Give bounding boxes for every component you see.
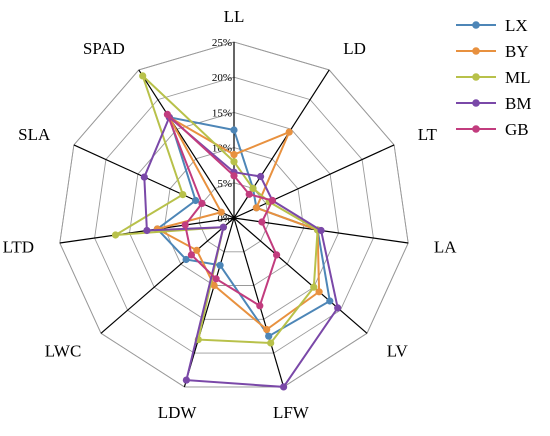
point-gb-sla — [198, 199, 206, 207]
radar-spokes — [59, 42, 409, 388]
point-gb-ll — [230, 172, 238, 180]
point-gb-ldw — [212, 275, 220, 283]
point-gb-lfw — [256, 302, 264, 310]
point-ml-ll — [230, 158, 238, 166]
point-lx-lv — [326, 297, 334, 305]
point-gb-lv — [273, 251, 281, 259]
radial-ticks: 0%5%10%15%20%25% — [212, 37, 232, 225]
point-bm-ltd — [143, 226, 151, 235]
legend-marker-gb — [472, 125, 480, 133]
point-gb-ltd — [181, 221, 189, 229]
series-line-bm — [143, 115, 339, 388]
point-by-lt — [252, 204, 260, 212]
legend-item-by: BY — [456, 42, 529, 61]
point-gb-spad — [163, 110, 171, 118]
spoke-spad — [138, 69, 235, 219]
legend: LX BY ML BM GB — [456, 16, 531, 139]
grid-ring-6 — [59, 41, 409, 388]
grid-ring-4 — [94, 76, 374, 354]
spoke-lt — [233, 144, 395, 219]
point-ml-sla — [179, 191, 187, 199]
grid-ring-3 — [129, 111, 339, 320]
point-bm-lwc — [219, 223, 227, 231]
point-by-lfw — [263, 325, 271, 334]
axis-label-ltd: LTD — [3, 238, 35, 257]
spoke-lwc — [100, 217, 235, 334]
point-lx-lwc — [182, 255, 190, 264]
legend-label-bm: BM — [505, 94, 531, 113]
series-line-gb — [166, 113, 278, 308]
point-gb-ld — [245, 190, 253, 198]
point-bm-ldw — [182, 376, 190, 384]
axis-label-la: LA — [434, 238, 457, 257]
legend-label-gb: GB — [505, 120, 529, 139]
point-ml-ld — [249, 184, 257, 192]
point-ml-spad — [139, 72, 147, 80]
legend-item-bm: BM — [456, 94, 531, 113]
axis-label-ll: LL — [224, 7, 245, 26]
legend-marker-bm — [472, 99, 480, 107]
point-by-ld — [285, 128, 293, 136]
point-ml-ltd — [111, 231, 120, 239]
point-gb-lwc — [187, 251, 195, 259]
point-bm-sla — [140, 173, 148, 181]
axis-label-spad: SPAD — [83, 39, 125, 58]
tick-label: 25% — [212, 37, 232, 49]
legend-item-gb: GB — [456, 120, 529, 139]
point-by-lwc — [193, 246, 201, 254]
axis-label-sla: SLA — [18, 125, 51, 144]
legend-item-ml: ML — [456, 68, 531, 87]
point-lx-lfw — [265, 332, 273, 340]
tick-label: 0% — [217, 213, 232, 225]
legend-marker-lx — [472, 21, 480, 29]
spoke-sla — [73, 144, 235, 219]
axis-label-ldw: LDW — [158, 403, 198, 422]
point-lx-ldw — [216, 261, 224, 269]
tick-label: 15% — [212, 107, 232, 119]
axis-label-lv: LV — [387, 341, 409, 360]
axis-label-lt: LT — [418, 125, 438, 144]
point-lx-ll — [230, 126, 238, 134]
point-by-sla — [217, 208, 225, 216]
legend-item-lx: LX — [456, 16, 528, 35]
legend-label-ml: ML — [505, 68, 531, 87]
tick-label: 20% — [212, 72, 232, 84]
axis-label-lwc: LWC — [45, 341, 82, 360]
spoke-ldw — [183, 217, 235, 388]
legend-label-by: BY — [505, 42, 529, 61]
series-gb — [163, 110, 281, 310]
point-lx-sla — [192, 196, 200, 205]
axis-label-ld: LD — [343, 39, 366, 58]
radar-grid — [59, 41, 409, 388]
point-ml-lfw — [267, 339, 275, 347]
point-bm-lfw — [280, 383, 288, 391]
point-bm-ld — [257, 172, 265, 181]
series-layer — [111, 72, 342, 391]
point-bm-lv — [334, 304, 342, 312]
point-gb-lt — [268, 196, 276, 205]
legend-marker-by — [472, 47, 480, 55]
tick-label: 5% — [217, 178, 232, 190]
point-by-lv — [315, 288, 323, 296]
spoke-lv — [233, 217, 368, 334]
point-by-ll — [230, 151, 238, 159]
point-gb-la — [258, 218, 266, 226]
axis-label-lfw: LFW — [273, 403, 310, 422]
point-bm-la — [317, 226, 325, 235]
legend-marker-ml — [472, 73, 480, 81]
point-by-ldw — [210, 281, 218, 290]
series-bm — [140, 113, 342, 391]
axis-labels: LL LD LT LA LV LFW LDW LWC LTD SLA SPAD — [3, 7, 458, 422]
legend-label-lx: LX — [505, 16, 528, 35]
point-ml-lv — [310, 283, 318, 291]
